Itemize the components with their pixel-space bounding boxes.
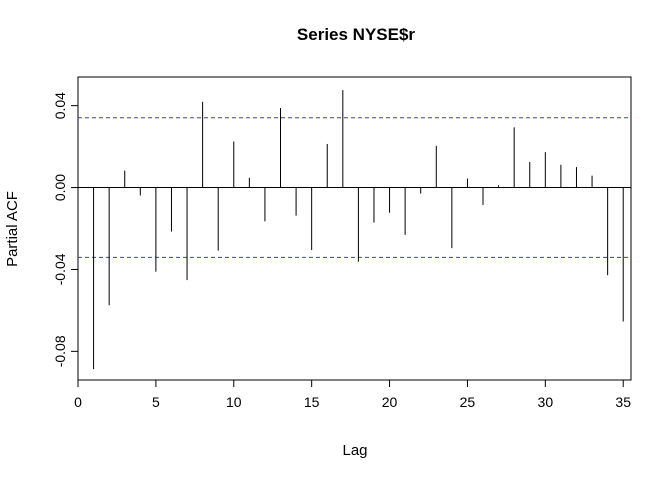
y-tick-label: 0.04 <box>52 92 68 119</box>
y-tick-label: -0.08 <box>52 335 68 367</box>
y-tick-label: 0.00 <box>52 174 68 201</box>
x-tick-label: 5 <box>152 394 160 410</box>
y-axis-label: Partial ACF <box>4 191 21 267</box>
x-tick-label: 20 <box>382 394 398 410</box>
x-axis-label: Lag <box>342 442 367 459</box>
y-axis: -0.08 -0.04 0.00 0.04 <box>52 92 79 367</box>
x-tick-label: 15 <box>304 394 320 410</box>
x-tick-label: 30 <box>538 394 554 410</box>
pacf-spikes <box>78 90 631 370</box>
y-tick-label: -0.04 <box>52 253 68 285</box>
x-tick-label: 10 <box>226 394 242 410</box>
plot-frame <box>77 76 632 381</box>
x-tick-label: 0 <box>74 394 82 410</box>
x-tick-label: 35 <box>615 394 631 410</box>
chart-title: Series NYSE$r <box>297 25 416 44</box>
x-tick-label: 25 <box>460 394 476 410</box>
x-axis: 0 5 10 15 20 25 30 35 <box>74 379 631 410</box>
